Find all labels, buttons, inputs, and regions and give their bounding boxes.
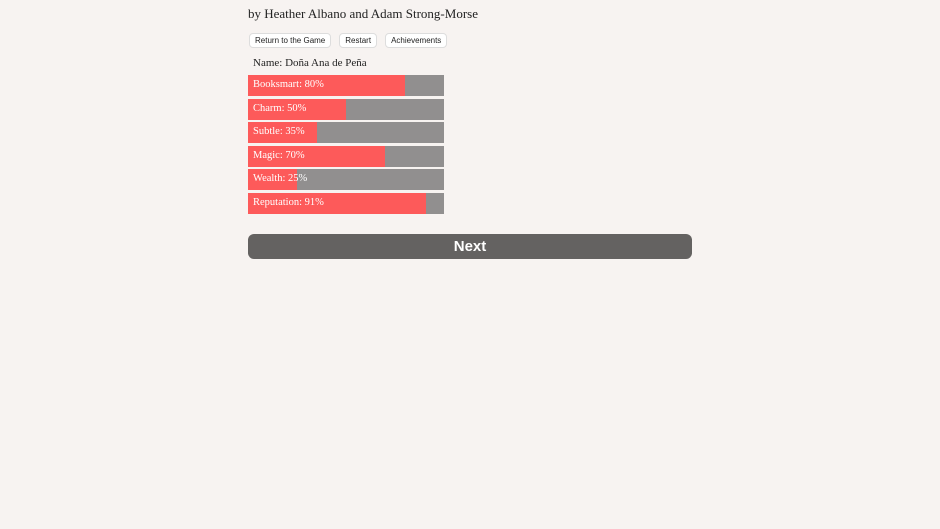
next-button[interactable]: Next [248,234,692,259]
stat-bar: Booksmart: 80% [248,75,444,96]
stat-label: Booksmart: 80% [253,79,324,90]
stat-bar-fill [248,122,317,144]
stat-bar: Charm: 50% [248,98,444,120]
stats-list: Booksmart: 80% Charm: 50% Subtle: 35% Magic… [248,75,444,217]
stat-bar-fill [248,145,386,167]
stat-bar-fill [248,169,297,191]
stat-bar: Subtle: 35% [248,122,444,144]
stat-bar-fill [248,98,346,120]
author-byline: by Heather Albano and Adam Strong-Morse [248,6,478,21]
restart-button[interactable]: Restart [339,33,378,48]
character-name: Name: Doña Ana de Peña [253,57,367,69]
stat-bar: Reputation: 91% [248,192,444,214]
stat-bar-fill [248,192,427,214]
stat-label: Wealth: 25% [253,173,308,185]
return-to-game-button[interactable]: Return to the Game [249,33,332,48]
stat-bar: Wealth: 25% [248,169,444,191]
achievements-button[interactable]: Achievements [385,33,448,48]
stat-label: Charm: 50% [253,102,307,114]
stat-bar-fill [248,75,405,96]
stat-label: Magic: 70% [253,149,305,161]
stat-label: Subtle: 35% [253,126,305,138]
toolbar: Return to the Game Restart Achievements [249,33,448,48]
stat-label: Reputation: 91% [253,196,324,208]
stat-bar: Magic: 70% [248,145,444,167]
